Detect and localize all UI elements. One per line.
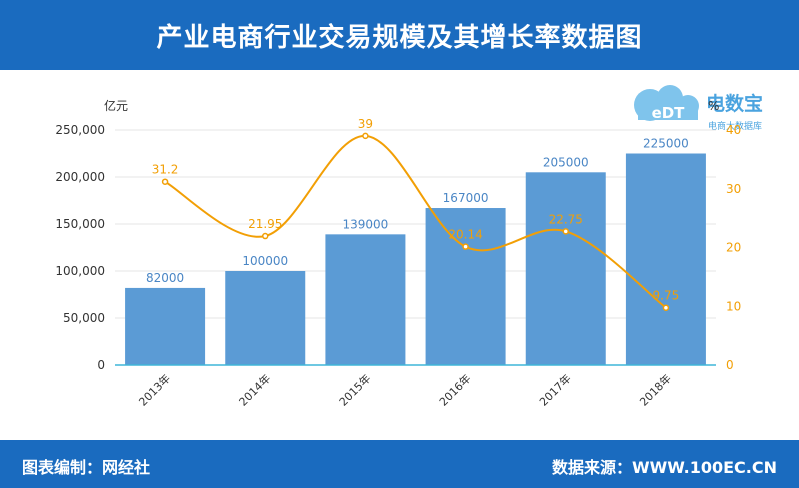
logo-cloud-icon-part	[657, 85, 683, 111]
growth-point	[161, 178, 169, 185]
x-tick-label: 2016年	[436, 371, 473, 408]
growth-data-label: 20.14	[448, 228, 482, 242]
page-title: 产业电商行业交易规模及其增长率数据图	[156, 22, 643, 53]
y-left-tick-label: 150,000	[55, 217, 105, 231]
growth-data-label: 22.75	[549, 212, 583, 226]
bar-data-label: 100000	[242, 254, 288, 268]
bar-data-label: 82000	[146, 271, 184, 285]
footer-bar: 图表编制：网经社 数据来源：WWW.100EC.CN	[0, 440, 799, 488]
bar-data-label: 167000	[443, 191, 489, 205]
bar-data-label: 205000	[543, 155, 589, 169]
growth-point	[462, 243, 469, 250]
logo-tagline: 电商大数据库	[708, 120, 762, 132]
growth-data-label: 21.95	[248, 217, 282, 231]
growth-point	[262, 232, 269, 240]
logo-name: 电数宝	[706, 92, 763, 115]
growth-point	[362, 132, 369, 140]
y-left-tick-label: 0	[97, 358, 105, 372]
bar-data-label: 139000	[343, 217, 389, 231]
x-tick-label: 2014年	[236, 371, 273, 408]
bar	[225, 271, 306, 365]
bar-data-label: 225000	[643, 137, 689, 151]
bar	[525, 172, 606, 365]
header-bar: 产业电商行业交易规模及其增长率数据图	[0, 0, 799, 70]
bar	[325, 234, 406, 365]
y-right-label: %	[708, 99, 719, 113]
grid	[115, 129, 716, 319]
logo-cloud-base	[638, 106, 698, 120]
bar	[625, 153, 706, 365]
logo: eDT 电数宝 电商大数据库	[634, 85, 763, 132]
bar	[425, 208, 506, 365]
y-right-tick-label: 0	[726, 358, 734, 372]
x-tick-label: 2017年	[536, 371, 573, 408]
x-tick-label: 2015年	[336, 371, 373, 408]
y-left-label: 亿元	[104, 98, 128, 113]
footer-source: 数据来源：WWW.100EC.CN	[551, 458, 777, 477]
y-left-tick-label: 50,000	[63, 311, 105, 325]
y-left-tick-label: 250,000	[55, 123, 105, 137]
growth-data-label: 39	[358, 117, 373, 131]
growth-line-path	[164, 134, 667, 309]
x-tick-label: 2013年	[136, 371, 173, 408]
growth-data-label: 9.75	[653, 289, 680, 303]
growth-point	[562, 228, 569, 235]
y-right-tick-label: 10	[726, 299, 741, 313]
y-left-tick-label: 200,000	[55, 170, 105, 184]
bar	[125, 287, 206, 365]
y-left-tick-label: 100,000	[55, 264, 105, 278]
bars	[125, 153, 706, 365]
footer-credit: 图表编制：网经社	[22, 458, 151, 477]
y-right-tick-label: 30	[726, 182, 741, 196]
logo-mark: eDT	[652, 104, 686, 122]
growth-line	[161, 132, 670, 311]
x-tick-label: 2018年	[637, 371, 674, 408]
y-right-tick-label: 40	[726, 123, 741, 137]
growth-data-label: 31.2	[152, 163, 179, 177]
growth-point	[662, 304, 670, 311]
y-right-tick-label: 20	[726, 241, 741, 255]
data-labels: 82000 100000 139000 167000 205000 225000 31.2 2…	[146, 117, 689, 303]
chart: eDT 电数宝 电商大数据库 0 50,000 100,000 150,000 200,…	[55, 85, 763, 409]
